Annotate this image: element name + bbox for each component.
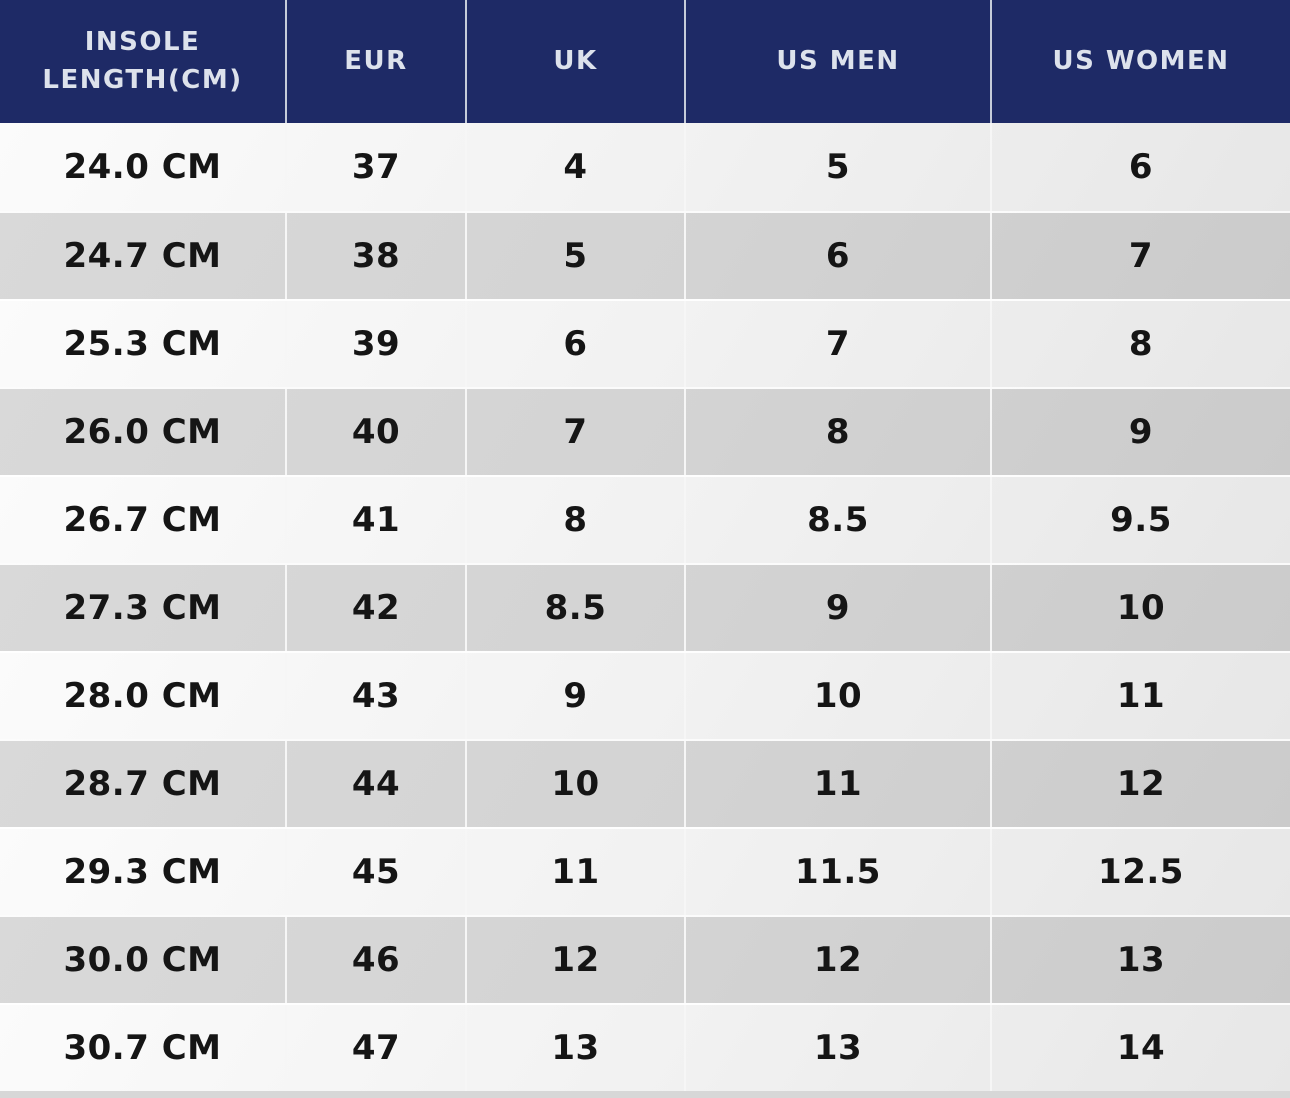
- cell-uk: 12: [467, 917, 686, 1003]
- cell-eur: 45: [287, 829, 467, 915]
- cell-uk: 10: [467, 741, 686, 827]
- table-row: 28.7 CM 44 10 11 12: [0, 739, 1290, 827]
- column-header-us-men: US MEN: [686, 0, 992, 123]
- table-header-row: INSOLE LENGTH(CM) EUR UK US MEN US WOMEN: [0, 0, 1290, 123]
- cell-insole-length: 30.0 CM: [0, 917, 287, 1003]
- table-row: 26.7 CM 41 8 8.5 9.5: [0, 475, 1290, 563]
- cell-us-men: 11.5: [686, 829, 992, 915]
- cell-us-women: 12.5: [1098, 852, 1184, 892]
- cell-us-women: 13: [1116, 940, 1166, 980]
- cell-us-men: 12: [686, 917, 992, 1003]
- cell-us-men: 6: [686, 213, 992, 299]
- cell-uk: 6: [467, 301, 686, 387]
- cell-us-women: 12: [1116, 764, 1166, 804]
- column-header-eur: EUR: [287, 0, 467, 123]
- cell-uk: 13: [467, 1005, 686, 1091]
- cell-insole-length: 24.7 CM: [0, 213, 287, 299]
- cell-eur: 42: [287, 565, 467, 651]
- cell-us-men: 11: [686, 741, 992, 827]
- cell-uk: 7: [467, 389, 686, 475]
- cell-uk: 5: [467, 213, 686, 299]
- cell-us-women: 11: [1116, 676, 1166, 716]
- cell-eur: 38: [287, 213, 467, 299]
- cell-us-women: 7: [1128, 236, 1154, 276]
- cell-us-women: 9: [1128, 412, 1154, 452]
- cell-eur: 40: [287, 389, 467, 475]
- table-row: 26.0 CM 40 7 8 9: [0, 387, 1290, 475]
- table-row: 27.3 CM 42 8.5 9 10: [0, 563, 1290, 651]
- cell-us-women: 9.5: [1110, 500, 1172, 540]
- cell-eur: 39: [287, 301, 467, 387]
- cell-us-men: 9: [686, 565, 992, 651]
- cell-us-women: 10: [1116, 588, 1166, 628]
- cell-us-women: 6: [1128, 147, 1154, 187]
- cell-insole-length: 26.0 CM: [0, 389, 287, 475]
- cell-us-men: 8.5: [686, 477, 992, 563]
- cell-insole-length: 29.3 CM: [0, 829, 287, 915]
- cell-us-men: 8: [686, 389, 992, 475]
- cell-eur: 47: [287, 1005, 467, 1091]
- cell-uk: 11: [467, 829, 686, 915]
- table-row: 25.3 CM 39 6 7 8: [0, 299, 1290, 387]
- cell-insole-length: 28.0 CM: [0, 653, 287, 739]
- table-row: 30.7 CM 47 13 13 14: [0, 1003, 1290, 1091]
- cell-uk: 8.5: [467, 565, 686, 651]
- cell-us-men: 5: [686, 123, 992, 211]
- cell-eur: 41: [287, 477, 467, 563]
- table-body: 24.0 CM 37 4 5 6 24.7 CM 38 5 6 7 25.3 CM 39 6 7 8 26.0…: [0, 123, 1290, 1091]
- bottom-strip: [0, 1091, 1290, 1098]
- column-header-us-women: US WOMEN: [1052, 45, 1230, 76]
- column-header-insole-length: INSOLE LENGTH(CM): [0, 0, 287, 123]
- cell-us-men: 13: [686, 1005, 992, 1091]
- cell-us-women: 8: [1128, 324, 1154, 364]
- cell-eur: 43: [287, 653, 467, 739]
- cell-eur: 44: [287, 741, 467, 827]
- column-header-uk: UK: [467, 0, 686, 123]
- cell-eur: 46: [287, 917, 467, 1003]
- cell-uk: 4: [467, 123, 686, 211]
- cell-insole-length: 28.7 CM: [0, 741, 287, 827]
- table-row: 24.0 CM 37 4 5 6: [0, 123, 1290, 211]
- cell-uk: 9: [467, 653, 686, 739]
- cell-eur: 37: [287, 123, 467, 211]
- cell-us-men: 10: [686, 653, 992, 739]
- cell-us-men: 7: [686, 301, 992, 387]
- table-row: 30.0 CM 46 12 12 13: [0, 915, 1290, 1003]
- table-row: 24.7 CM 38 5 6 7: [0, 211, 1290, 299]
- cell-us-women: 14: [1116, 1028, 1166, 1068]
- cell-insole-length: 24.0 CM: [0, 123, 287, 211]
- cell-insole-length: 26.7 CM: [0, 477, 287, 563]
- table-row: 28.0 CM 43 9 10 11: [0, 651, 1290, 739]
- cell-insole-length: 30.7 CM: [0, 1005, 287, 1091]
- cell-uk: 8: [467, 477, 686, 563]
- cell-insole-length: 27.3 CM: [0, 565, 287, 651]
- table-row: 29.3 CM 45 11 11.5 12.5: [0, 827, 1290, 915]
- cell-insole-length: 25.3 CM: [0, 301, 287, 387]
